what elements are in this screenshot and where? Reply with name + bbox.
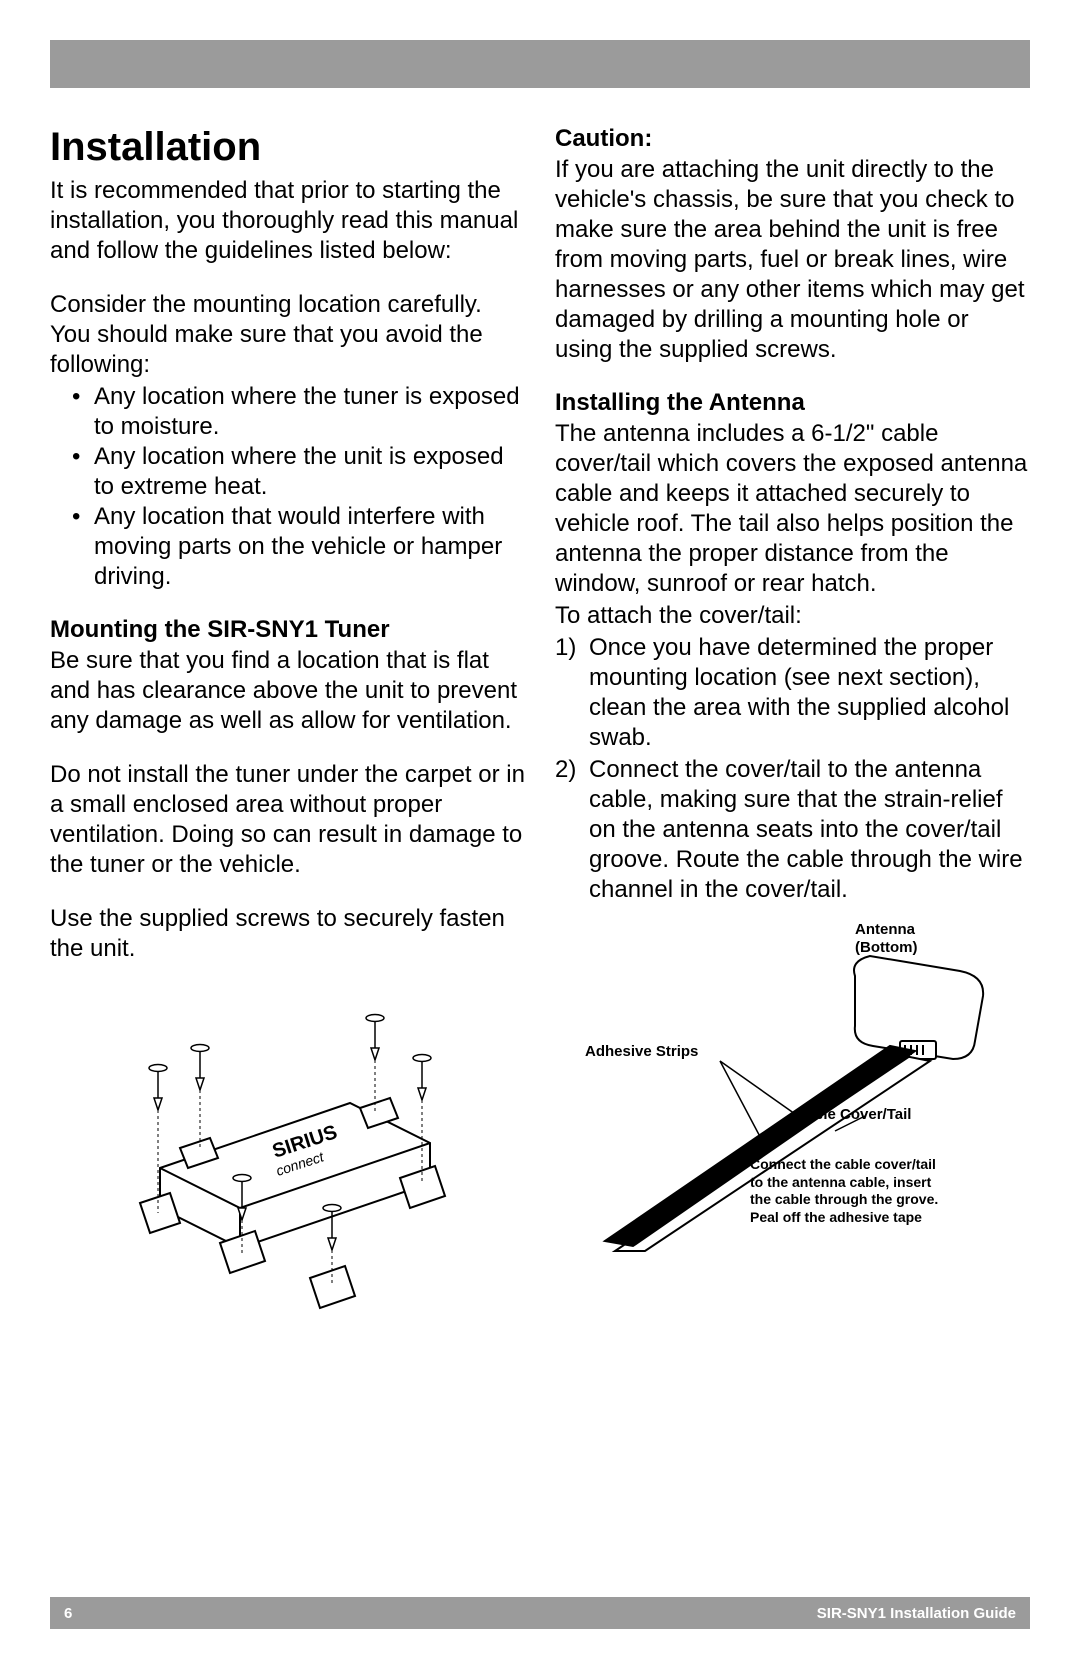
content-area: Installation It is recommended that prio…: [50, 125, 1030, 1333]
list-item: Any location where the unit is exposed t…: [50, 442, 525, 502]
tuner-mounting-figure: SIRIUS connect: [50, 988, 525, 1333]
caution-heading: Caution:: [555, 125, 1030, 153]
list-item: Any location where the tuner is exposed …: [50, 382, 525, 442]
attach-steps: 1)Once you have determined the proper mo…: [555, 633, 1030, 905]
antenna-paragraph: The antenna includes a 6-1/2" cable cove…: [555, 419, 1030, 599]
adhesive-label: Adhesive Strips: [585, 1043, 698, 1061]
list-item: Any location that would interfere with m…: [50, 502, 525, 592]
right-column: Caution: If you are attaching the unit d…: [555, 125, 1030, 1333]
mounting-para-2: Do not install the tuner under the carpe…: [50, 760, 525, 880]
step-text: Connect the cover/tail to the antenna ca…: [589, 756, 1023, 903]
consider-paragraph: Consider the mounting location carefully…: [50, 290, 525, 380]
step-text: Once you have determined the proper moun…: [589, 634, 1009, 751]
antenna-heading: Installing the Antenna: [555, 389, 1030, 417]
mounting-heading: Mounting the SIR-SNY1 Tuner: [50, 616, 525, 644]
left-column: Installation It is recommended that prio…: [50, 125, 525, 1333]
antenna-label: Antenna (Bottom): [855, 921, 917, 957]
page-title: Installation: [50, 125, 525, 170]
mounting-para-1: Be sure that you find a location that is…: [50, 646, 525, 736]
list-item: 1)Once you have determined the proper mo…: [555, 633, 1030, 753]
mounting-para-3: Use the supplied screws to securely fast…: [50, 904, 525, 964]
caution-paragraph: If you are attaching the unit directly t…: [555, 155, 1030, 365]
footer-doc-title: SIR-SNY1 Installation Guide: [817, 1605, 1016, 1622]
attach-intro: To attach the cover/tail:: [555, 601, 1030, 631]
list-item: 2)Connect the cover/tail to the antenna …: [555, 755, 1030, 905]
intro-paragraph: It is recommended that prior to starting…: [50, 176, 525, 266]
footer-bar: 6 SIR-SNY1 Installation Guide: [50, 1597, 1030, 1629]
page-number: 6: [64, 1605, 72, 1622]
antenna-figure: Antenna (Bottom) Adhesive Strips Cable C…: [555, 921, 1030, 1271]
header-bar: [50, 40, 1030, 88]
avoid-list: Any location where the tuner is exposed …: [50, 382, 525, 592]
figure-caption: Connect the cable cover/tail to the ante…: [750, 1156, 950, 1226]
tuner-diagram-svg: SIRIUS connect: [70, 988, 490, 1328]
cable-cover-label: Cable Cover/Tail: [795, 1106, 911, 1124]
